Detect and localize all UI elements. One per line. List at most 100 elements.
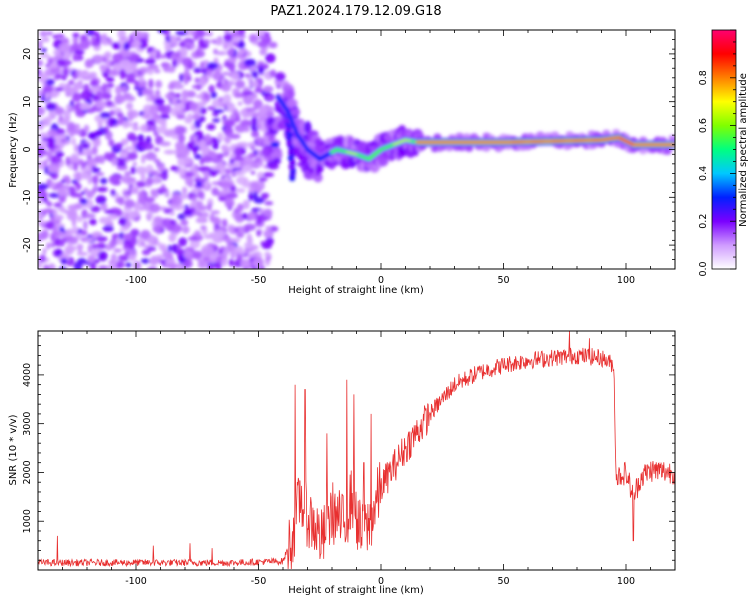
heatmap-noise-cell (262, 243, 272, 250)
snr-panel: -100 -50 0 50 100 1000 2000 3000 4000 Height of … (8, 330, 676, 596)
heatmap-noise-cell (212, 217, 222, 225)
heatmap-noise-cell (45, 102, 56, 111)
heatmap-noise-cell (121, 85, 127, 94)
heatmap-noise-cell (123, 242, 130, 250)
heatmap-noise-cell (174, 51, 181, 58)
heatmap-noise-cell (150, 188, 155, 197)
heatmap-noise-cell (115, 85, 122, 95)
heatmap-noise-cell (38, 106, 46, 116)
heatmap-noise-cell (236, 203, 244, 212)
heatmap-noise-cell (140, 172, 146, 183)
heatmap-noise-cell (116, 260, 125, 269)
heatmap-noise-cell (67, 204, 79, 211)
heatmap-noise-cell (262, 172, 275, 178)
heatmap-noise-cell (153, 158, 161, 164)
heatmap-noise-cell (142, 142, 154, 150)
heatmap-noise-cell (126, 152, 138, 161)
heatmap-noise-cell (38, 212, 44, 218)
heatmap-noise-cell (171, 243, 178, 254)
heatmap-noise-cell (250, 170, 256, 175)
x-tick-label: -50 (251, 576, 267, 587)
heatmap-halo-cell (275, 72, 286, 82)
heatmap-noise-cell (97, 251, 108, 261)
heatmap-noise-cell (219, 166, 225, 177)
heatmap-noise-cell (138, 91, 143, 97)
heatmap-noise-cell (129, 33, 134, 44)
heatmap-noise-cell (185, 171, 195, 177)
heatmap-noise-cell (53, 214, 64, 220)
heatmap-noise-cell (194, 30, 205, 37)
heatmap-noise-cell (159, 141, 172, 147)
heatmap-noise-cell (233, 146, 243, 157)
heatmap-noise-cell (215, 51, 227, 56)
y-tick-label: 4000 (22, 363, 33, 387)
heatmap-noise-cell (156, 118, 167, 125)
heatmap-noise-cell (90, 262, 97, 269)
heatmap-halo-cell (462, 133, 471, 140)
heatmap-noise-cell (95, 100, 107, 109)
heatmap-noise-cell (240, 119, 251, 127)
heatmap-noise-cell (110, 189, 116, 196)
heatmap-noise-cell (60, 258, 68, 265)
heatmap-noise-cell (178, 237, 188, 247)
heatmap-noise-cell (82, 71, 90, 78)
heatmap-noise-cell (251, 130, 260, 138)
heatmap-noise-cell (222, 93, 232, 104)
heatmap-noise-cell (120, 138, 129, 146)
heatmap-noise-cell (243, 223, 256, 231)
heatmap-noise-cell (158, 104, 167, 113)
heatmap-noise-cell (105, 59, 112, 70)
heatmap-noise-cell (206, 249, 212, 258)
heatmap-noise-cell (154, 97, 165, 106)
heatmap-cells (38, 30, 675, 269)
heatmap-noise-cell (164, 44, 172, 52)
heatmap-noise-cell (187, 112, 192, 123)
heatmap-noise-cell (175, 30, 188, 36)
heatmap-noise-cell (179, 73, 184, 83)
heatmap-noise-cell (147, 64, 159, 70)
heatmap-noise-cell (130, 166, 136, 175)
heatmap-noise-cell (180, 219, 189, 226)
heatmap-noise-cell (50, 67, 61, 74)
heatmap-noise-cell (90, 40, 101, 47)
heatmap-noise-cell (177, 248, 183, 254)
heatmap-noise-cell (90, 86, 100, 92)
heatmap-noise-cell (206, 62, 219, 70)
heatmap-noise-cell (246, 107, 258, 112)
heatmap-noise-cell (147, 266, 158, 269)
y-tick-label: 0 (22, 146, 33, 152)
heatmap-halo-cell (551, 131, 559, 138)
heatmap-noise-cell (244, 73, 251, 78)
heatmap-noise-cell (191, 211, 200, 216)
heatmap-noise-cell (46, 31, 53, 36)
heatmap-noise-cell (226, 49, 235, 57)
heatmap-noise-cell (235, 79, 246, 89)
heatmap-noise-cell (116, 112, 124, 118)
heatmap-noise-cell (112, 53, 124, 63)
heatmap-noise-cell (221, 144, 230, 153)
heatmap-noise-cell (177, 167, 188, 172)
heatmap-noise-cell (100, 64, 107, 73)
heatmap-noise-cell (71, 226, 79, 233)
heatmap-noise-cell (38, 59, 44, 67)
heatmap-noise-cell (136, 181, 147, 188)
heatmap-noise-cell (212, 142, 219, 150)
heatmap-noise-cell (123, 193, 130, 200)
heatmap-noise-cell (40, 229, 49, 240)
heatmap-noise-cell (155, 254, 165, 259)
heatmap-noise-cell (46, 139, 56, 150)
heatmap-noise-cell (252, 257, 264, 267)
heatmap-noise-cell (88, 219, 97, 225)
heatmap-noise-cell (233, 155, 245, 162)
heatmap-noise-cell (174, 125, 186, 135)
heatmap-noise-cell (134, 80, 139, 87)
heatmap-noise-cell (86, 157, 95, 167)
heatmap-noise-cell (109, 239, 117, 249)
heatmap-noise-cell (96, 236, 108, 242)
heatmap-noise-cell (116, 161, 127, 167)
heatmap-noise-cell (79, 102, 91, 111)
heatmap-noise-cell (39, 30, 48, 38)
heatmap-noise-cell (140, 198, 146, 206)
heatmap-noise-cell (196, 166, 208, 172)
heatmap-noise-cell (57, 133, 68, 140)
